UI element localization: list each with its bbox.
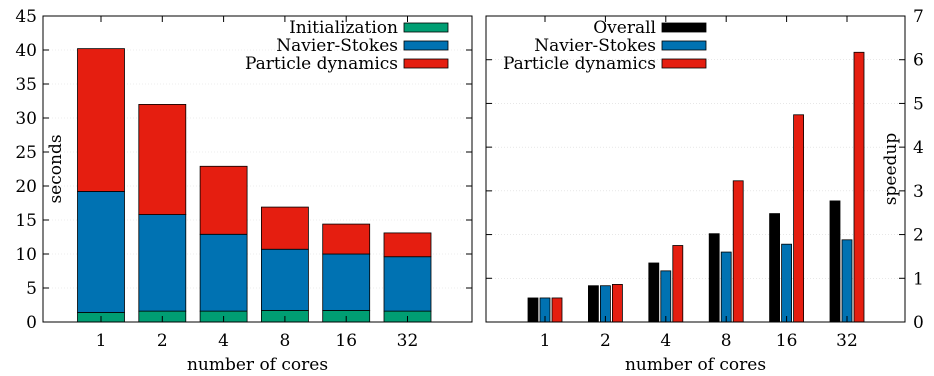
bar-particle-dynamics-1 [77, 48, 125, 192]
x-tick-label: 1 [96, 331, 107, 351]
bar-overall-4 [648, 262, 660, 323]
x-tick-label: 8 [279, 331, 290, 351]
bar-overall-8 [708, 233, 720, 323]
y-tick-label: 35 [15, 75, 37, 95]
legend-swatch [661, 40, 707, 51]
legend-label: Particle dynamics [245, 54, 398, 74]
plot-frame [42, 15, 473, 323]
y-tick-label: 2 [913, 226, 924, 246]
x-axis-label: number of cores [187, 355, 328, 375]
y-tick-label: 45 [15, 7, 37, 27]
legend-label: Initialization [289, 18, 398, 38]
bar-overall-32 [829, 200, 841, 323]
legend-label: Particle dynamics [503, 54, 656, 74]
y-axis-label: speedup [881, 133, 901, 206]
x-tick-label: 32 [397, 331, 419, 351]
legend-swatch [403, 58, 449, 69]
bar-particle-dynamics-16 [793, 114, 804, 323]
bar-particle-dynamics-8 [260, 206, 309, 250]
legend-swatch [661, 58, 707, 69]
bar-navier-stokes-1 [77, 191, 125, 313]
bar-particle-dynamics-32 [383, 232, 432, 258]
y-tick-label: 7 [913, 7, 924, 27]
y-tick-label: 4 [913, 138, 924, 158]
y-tick-label: 25 [15, 143, 37, 163]
bar-particle-dynamics-4 [199, 165, 248, 235]
bar-navier-stokes-16 [781, 243, 792, 323]
bar-particle-dynamics-8 [732, 180, 744, 323]
y-tick-label: 5 [913, 94, 924, 114]
x-tick-label: 8 [721, 331, 732, 351]
bar-particle-dynamics-4 [672, 245, 684, 323]
legend-label: Overall [593, 18, 656, 38]
y-tick-label: 0 [913, 313, 924, 333]
left-chart-stacked-time: 0 5 10 15 20 25 30 35 40 45 1 2 4 8 16 32 number of core… [15, 7, 473, 375]
y-tick-label: 6 [913, 51, 924, 71]
y-tick-label: 0 [26, 313, 37, 333]
bar-navier-stokes-4 [199, 233, 248, 312]
x-tick-label: 4 [660, 331, 671, 351]
bar-navier-stokes-32 [383, 256, 432, 312]
y-tick-label: 15 [15, 211, 37, 231]
x-tick-label: 16 [335, 331, 357, 351]
bar-particle-dynamics-32 [853, 51, 865, 323]
bar-overall-16 [769, 213, 780, 323]
bar-navier-stokes-32 [841, 239, 853, 323]
x-tick-label: 32 [836, 331, 858, 351]
bar-overall-2 [588, 285, 599, 323]
bar-particle-dynamics-1 [551, 297, 563, 323]
x-tick-label: 2 [157, 331, 168, 351]
y-tick-label: 10 [15, 245, 37, 265]
x-tick-label: 4 [218, 331, 229, 351]
bar-particle-dynamics-16 [322, 223, 371, 255]
bar-overall-1 [527, 297, 539, 323]
plot-frame [485, 15, 906, 323]
legend-swatch [661, 22, 707, 33]
legend-swatch [403, 40, 449, 51]
y-tick-label: 5 [26, 279, 37, 299]
bar-navier-stokes-4 [660, 270, 672, 323]
right-chart-speedup: 0 1 2 3 4 5 6 7 1 2 4 8 16 32 number of cores speedup Ov… [485, 7, 924, 375]
x-tick-label: 1 [540, 331, 551, 351]
x-tick-label: 16 [776, 331, 798, 351]
y-tick-label: 1 [913, 269, 924, 289]
bar-navier-stokes-8 [260, 248, 309, 311]
legend-label: Navier-Stokes [276, 36, 398, 56]
bar-navier-stokes-8 [720, 251, 732, 323]
legend-swatch [403, 22, 449, 33]
legend-label: Navier-Stokes [534, 36, 656, 56]
x-tick-label: 2 [600, 331, 611, 351]
y-tick-label: 20 [15, 177, 37, 197]
x-axis-label: number of cores [625, 355, 766, 375]
bar-navier-stokes-2 [138, 214, 187, 312]
y-tick-label: 3 [913, 182, 924, 202]
y-tick-label: 30 [15, 109, 37, 129]
bar-particle-dynamics-2 [612, 284, 623, 323]
bar-navier-stokes-16 [322, 253, 371, 311]
bar-particle-dynamics-2 [138, 104, 187, 215]
y-axis-label: seconds [46, 134, 66, 203]
y-tick-label: 40 [15, 41, 37, 61]
